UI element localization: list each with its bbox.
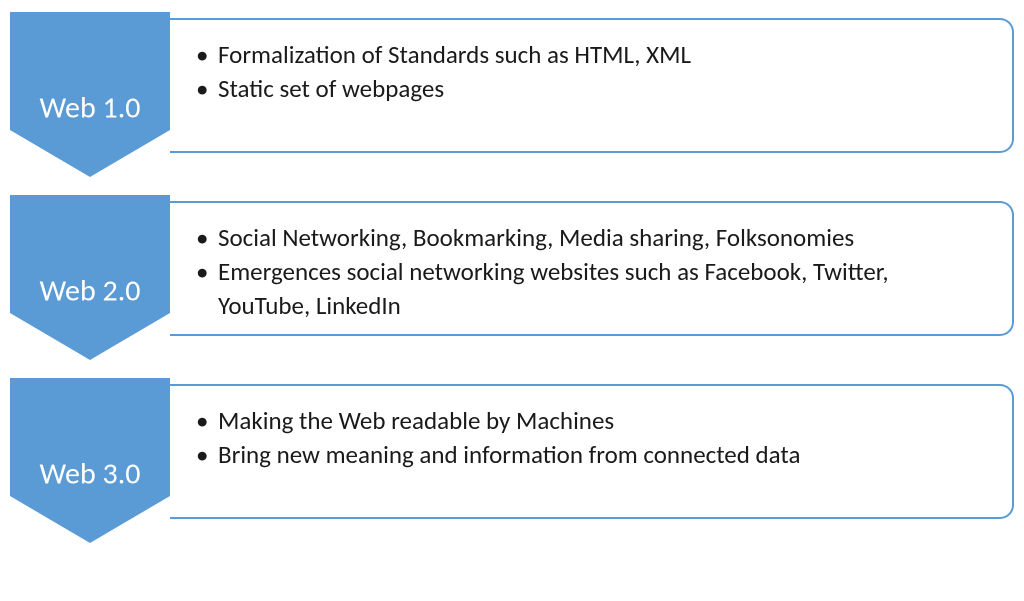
chevron-web-2: Web 2.0 xyxy=(10,195,170,360)
chevron-down-icon xyxy=(10,378,170,543)
bullet-item: Bring new meaning and information from c… xyxy=(196,438,986,472)
row-web-3: Web 3.0 Making the Web readable by Machi… xyxy=(10,378,1014,543)
chevron-down-icon xyxy=(10,12,170,177)
row-web-1: Web 1.0 Formalization of Standards such … xyxy=(10,12,1014,177)
row-web-2: Web 2.0 Social Networking, Bookmarking, … xyxy=(10,195,1014,360)
bullet-list-1: Formalization of Standards such as HTML,… xyxy=(196,38,986,106)
bullet-item: Social Networking, Bookmarking, Media sh… xyxy=(196,221,986,255)
chevron-web-3: Web 3.0 xyxy=(10,378,170,543)
chevron-down-icon xyxy=(10,195,170,360)
bullet-item: Static set of webpages xyxy=(196,72,986,106)
chevron-web-1: Web 1.0 xyxy=(10,12,170,177)
content-box-3: Making the Web readable by Machines Brin… xyxy=(170,384,1014,519)
bullet-item: Formalization of Standards such as HTML,… xyxy=(196,38,986,72)
bullet-item: Making the Web readable by Machines xyxy=(196,404,986,438)
bullet-item: Emergences social networking websites su… xyxy=(196,255,986,323)
content-box-1: Formalization of Standards such as HTML,… xyxy=(170,18,1014,153)
bullet-list-2: Social Networking, Bookmarking, Media sh… xyxy=(196,221,986,322)
bullet-list-3: Making the Web readable by Machines Brin… xyxy=(196,404,986,472)
content-box-2: Social Networking, Bookmarking, Media sh… xyxy=(170,201,1014,336)
